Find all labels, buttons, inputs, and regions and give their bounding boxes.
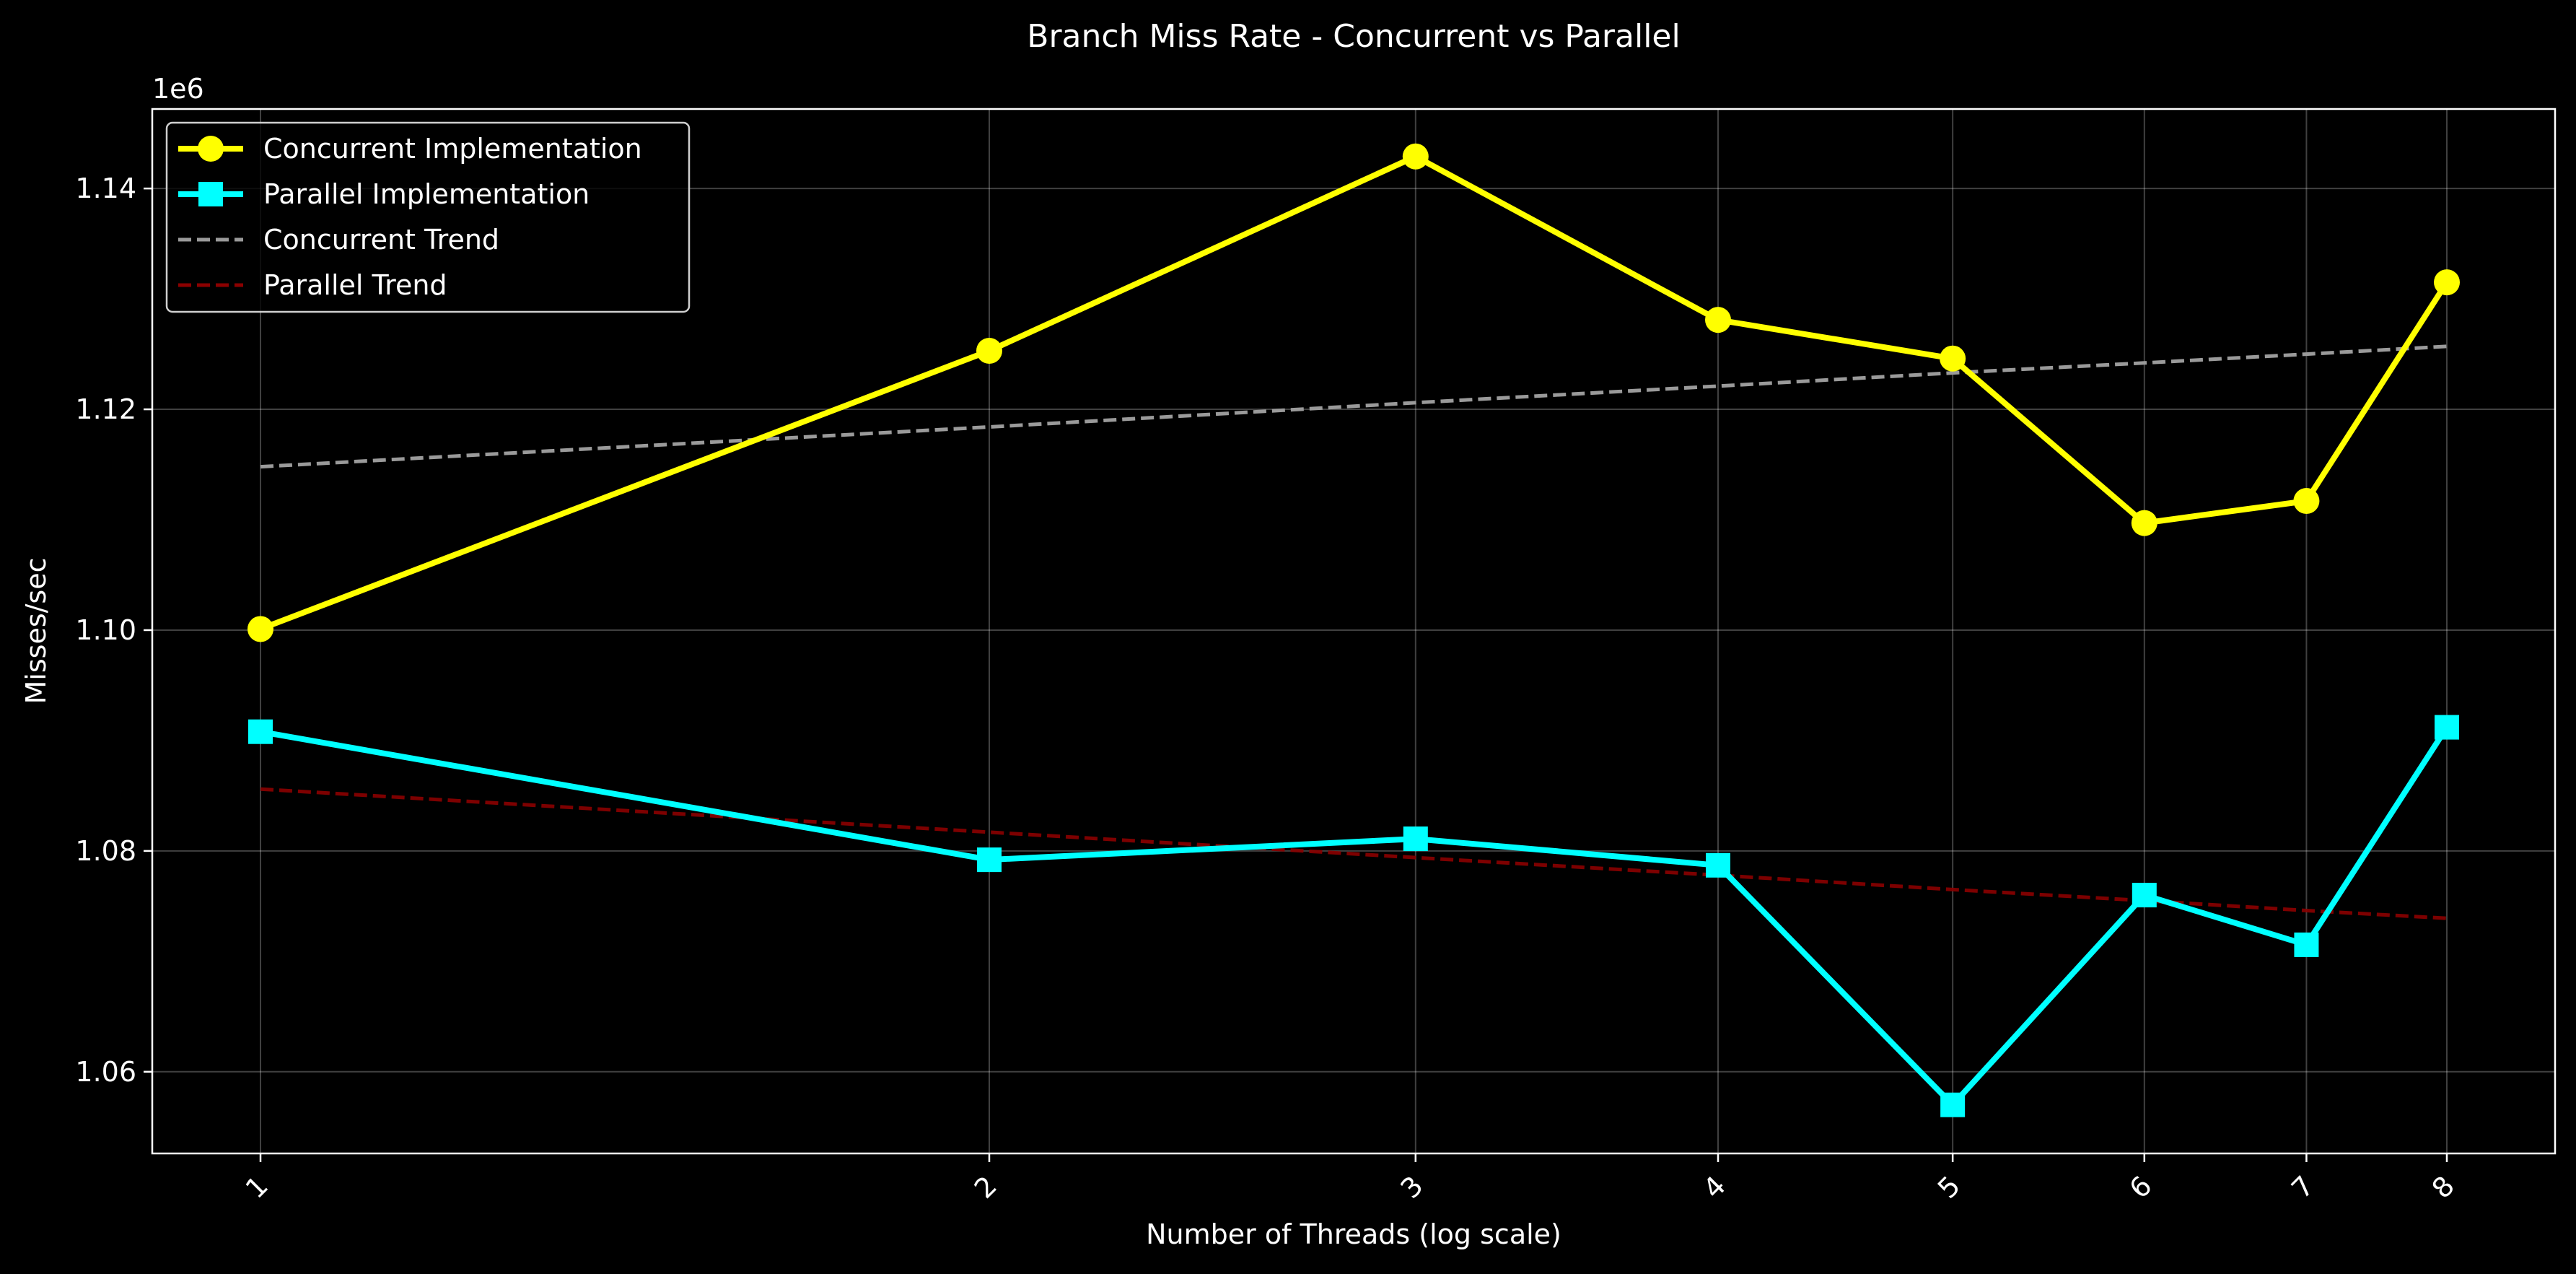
x-tick-label: 1: [240, 1170, 274, 1205]
series-3: [260, 787, 2448, 920]
data-point: [247, 616, 273, 642]
data-point: [976, 337, 1002, 364]
series-1: [248, 715, 2459, 1117]
legend-box: [165, 121, 691, 313]
trend-lines: [260, 344, 2448, 920]
series-line: [260, 725, 2450, 1108]
data-point: [2434, 269, 2460, 296]
legend-marker: [198, 182, 223, 206]
plot-frame: [151, 108, 2557, 1155]
data-point: [1403, 826, 1428, 852]
data-series: [247, 143, 2460, 1117]
legend-item: Concurrent Trend: [178, 224, 499, 256]
legend-label: Parallel Implementation: [263, 178, 590, 210]
series-0: [247, 143, 2460, 642]
legend-label: Concurrent Implementation: [263, 133, 642, 165]
data-point: [1705, 307, 1731, 333]
x-axis-label: Number of Threads (log scale): [1146, 1218, 1561, 1250]
legend-marker: [198, 136, 224, 162]
legend-item: Parallel Trend: [178, 269, 447, 301]
x-tick-label: 7: [2285, 1170, 2320, 1205]
data-point: [2131, 510, 2157, 536]
x-tick-label: 6: [2124, 1170, 2158, 1205]
x-tick-label: 4: [1697, 1170, 1732, 1205]
data-point: [2294, 932, 2319, 957]
y-offset-label: 1e6: [152, 73, 204, 105]
y-axis-ticks: 1.06 1.08 1.10 1.12 1.14: [75, 173, 152, 1088]
y-tick-label: 1.06: [75, 1056, 136, 1088]
y-tick-label: 1.10: [75, 614, 136, 646]
y-tick-label: 1.08: [75, 835, 136, 867]
y-tick-label: 1.14: [75, 173, 136, 204]
series-2: [260, 344, 2448, 469]
legend-item: Concurrent Implementation: [178, 133, 642, 165]
data-point: [2435, 715, 2459, 740]
y-tick-label: 1.12: [75, 393, 136, 425]
y-axis-label: Misses/sec: [20, 558, 52, 704]
series-line: [260, 787, 2448, 920]
data-point: [977, 847, 1002, 873]
x-tick-label: 2: [968, 1170, 1003, 1205]
data-point: [248, 719, 273, 744]
x-axis-ticks: 1 2 3 4 5 6 7 8: [240, 1153, 2461, 1205]
data-point: [1940, 345, 1966, 372]
x-tick-label: 3: [1395, 1170, 1429, 1205]
x-tick-label: 5: [1932, 1170, 1966, 1205]
series-line: [259, 153, 2450, 632]
legend-item: Parallel Implementation: [178, 178, 590, 210]
series-line: [260, 344, 2448, 469]
data-point: [1940, 1092, 1966, 1117]
legend: Concurrent Implementation Parallel Implem…: [165, 121, 691, 313]
data-point: [1706, 852, 1730, 878]
chart-title: Branch Miss Rate - Concurrent vs Paralle…: [1027, 18, 1680, 55]
legend-label: Parallel Trend: [263, 269, 447, 301]
x-tick-label: 8: [2426, 1170, 2461, 1205]
data-point: [2293, 488, 2320, 515]
data-point: [1402, 143, 1429, 170]
legend-label: Concurrent Trend: [263, 224, 499, 256]
data-point: [2132, 883, 2157, 908]
